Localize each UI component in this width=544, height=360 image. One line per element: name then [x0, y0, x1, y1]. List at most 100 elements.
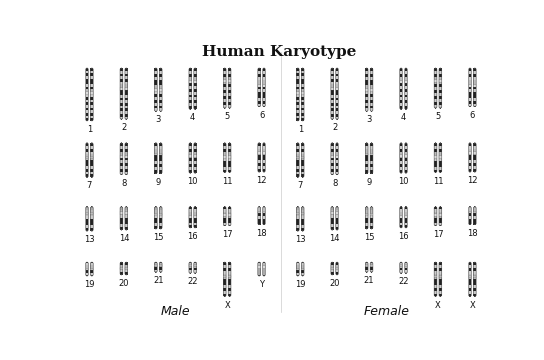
Bar [258, 222, 261, 225]
Bar [296, 169, 299, 171]
Bar [296, 269, 300, 270]
Bar [331, 103, 333, 106]
Bar [90, 169, 93, 171]
Bar [125, 215, 128, 218]
Bar [400, 146, 403, 149]
Bar [366, 94, 368, 97]
Bar [224, 276, 226, 279]
Bar [90, 265, 93, 268]
Bar [189, 225, 191, 228]
Bar [125, 68, 128, 71]
Bar [125, 157, 128, 160]
Bar [438, 80, 442, 82]
Bar [404, 216, 408, 218]
Bar [331, 98, 333, 100]
Bar [301, 71, 304, 73]
Bar [296, 97, 299, 100]
Bar [405, 86, 407, 89]
Bar [263, 89, 265, 92]
Bar [90, 87, 93, 89]
Bar [228, 84, 231, 87]
Bar [434, 143, 437, 146]
Bar [473, 276, 477, 277]
Bar [473, 95, 476, 98]
Bar [473, 265, 476, 268]
Bar [125, 149, 128, 152]
Bar [154, 152, 157, 155]
Bar [438, 156, 442, 158]
Bar [159, 68, 162, 71]
Bar [194, 74, 196, 77]
Bar [331, 152, 333, 154]
Bar [370, 88, 373, 91]
Bar [331, 166, 333, 169]
Bar [365, 89, 368, 90]
Bar [258, 207, 261, 210]
Bar [90, 108, 93, 110]
Bar [159, 89, 163, 90]
Bar [434, 210, 437, 212]
Bar [336, 221, 338, 224]
Bar [159, 213, 163, 215]
Bar [224, 167, 226, 170]
Bar [370, 97, 373, 100]
Text: 21: 21 [153, 276, 164, 285]
Bar [258, 169, 261, 172]
Bar [154, 80, 157, 82]
Bar [159, 267, 162, 270]
Bar [193, 216, 197, 218]
Bar [438, 214, 442, 216]
Bar [90, 113, 93, 116]
Bar [336, 262, 338, 265]
Bar [301, 268, 304, 270]
Bar [434, 282, 437, 285]
Bar [301, 113, 304, 116]
Bar [331, 79, 333, 82]
Bar [228, 90, 231, 93]
Bar [473, 77, 476, 80]
Bar [468, 80, 471, 83]
Bar [301, 79, 304, 81]
Text: 16: 16 [398, 232, 409, 241]
Bar [296, 89, 299, 92]
Bar [473, 276, 476, 279]
Bar [473, 152, 477, 154]
Bar [194, 222, 196, 225]
Bar [120, 267, 123, 269]
Bar [296, 79, 299, 81]
Bar [263, 266, 265, 269]
Bar [228, 77, 231, 81]
Bar [366, 152, 368, 155]
Bar [154, 158, 157, 161]
Bar [90, 268, 93, 270]
Bar [154, 100, 157, 103]
Bar [301, 108, 304, 110]
Bar [434, 214, 437, 216]
Bar [125, 267, 128, 270]
Bar [125, 272, 128, 275]
Bar [263, 219, 265, 222]
Bar [224, 146, 226, 149]
Bar [301, 157, 304, 160]
Bar [228, 262, 231, 265]
Bar [336, 111, 338, 114]
Bar [228, 285, 231, 288]
Bar [224, 285, 226, 288]
Bar [159, 91, 162, 94]
Bar [189, 265, 192, 266]
Bar [301, 174, 304, 177]
Bar [125, 88, 128, 90]
Bar [159, 165, 162, 167]
Bar [263, 83, 265, 86]
Bar [330, 267, 334, 269]
Bar [194, 80, 196, 83]
Bar [194, 161, 196, 164]
Bar [263, 146, 265, 149]
Bar [366, 146, 368, 149]
Text: 22: 22 [398, 278, 409, 287]
Bar [85, 87, 88, 89]
Bar [400, 212, 403, 215]
Bar [125, 152, 128, 154]
Bar [159, 103, 162, 105]
Bar [400, 210, 403, 212]
